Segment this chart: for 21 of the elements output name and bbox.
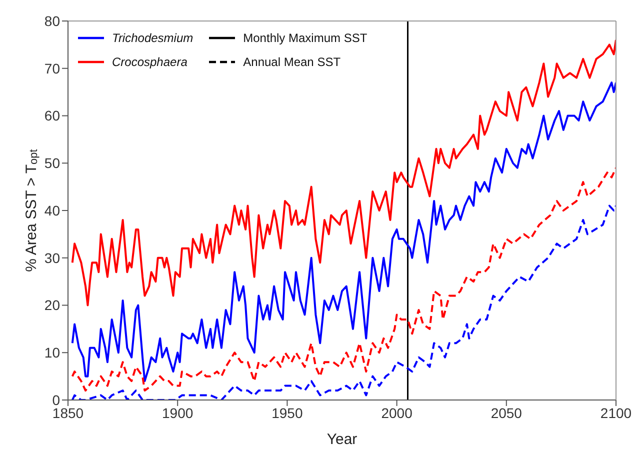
y-tick-label: 30 xyxy=(44,250,60,266)
annotation: Monthly Maximum SST xyxy=(243,31,368,45)
x-tick-label: 1950 xyxy=(272,404,303,421)
y-tick-label: 80 xyxy=(44,12,60,29)
line-series xyxy=(71,204,616,400)
y-tick-label: 40 xyxy=(44,202,60,218)
line-series xyxy=(71,82,616,382)
y-tick-label: 70 xyxy=(44,60,60,76)
y-tick-label: 20 xyxy=(44,297,60,314)
x-tick-label: 2000 xyxy=(381,404,413,421)
line-series xyxy=(71,166,616,392)
y-tick-label: 50 xyxy=(44,155,60,172)
legend-label: Crocosphaera xyxy=(112,55,188,69)
legend-label: Trichodesmium xyxy=(112,31,194,45)
x-axis-title: Year xyxy=(326,431,358,448)
x-tick-label: 1900 xyxy=(162,404,194,421)
y-tick-label: 10 xyxy=(44,344,60,361)
annotation: Annual Mean SST xyxy=(243,55,341,69)
y-tick-label: 60 xyxy=(44,108,60,124)
x-tick-label: 2100 xyxy=(600,404,632,421)
x-tick-label: 2050 xyxy=(490,404,522,421)
